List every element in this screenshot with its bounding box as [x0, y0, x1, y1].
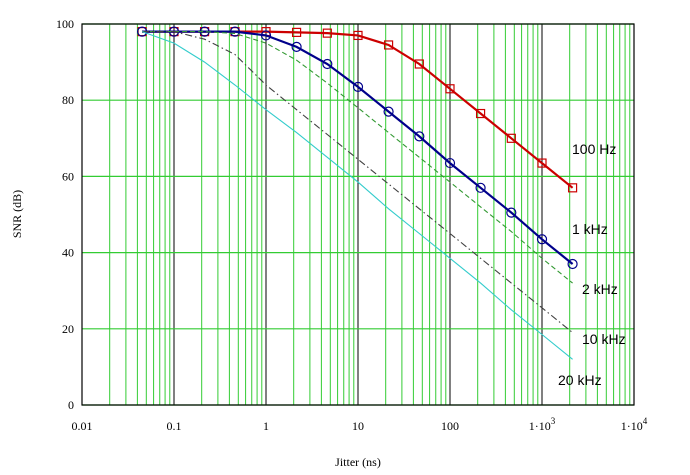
- data-point-1-khz: [444, 157, 456, 169]
- x-tick-label-text: 1: [263, 419, 269, 433]
- series-line-10-khz: [142, 31, 573, 334]
- y-tick-label: 40: [62, 246, 74, 260]
- series-line-20-khz: [141, 31, 573, 360]
- x-tick-label-text: 1·10: [529, 419, 551, 433]
- data-point-1-khz: [352, 81, 364, 92]
- x-tick-label: 1·103: [529, 416, 556, 433]
- data-point-100-hz: [383, 40, 394, 50]
- x-tick-label: 1·104: [621, 416, 648, 433]
- x-tick-label-text: 1·10: [621, 419, 643, 433]
- data-point-1-khz: [291, 41, 302, 52]
- data-point-1-khz: [567, 258, 578, 270]
- data-point-1-khz: [260, 30, 272, 41]
- y-tick-label: 100: [56, 17, 74, 31]
- data-point-1-khz: [322, 58, 333, 70]
- y-axis-label: SNR (dB): [10, 190, 24, 238]
- x-tick-label-text: 0.01: [72, 419, 93, 433]
- data-point-100-hz: [353, 30, 363, 41]
- x-tick-label-exponent: 4: [643, 416, 648, 426]
- x-tick-label: 0.1: [167, 419, 182, 433]
- data-point-100-hz: [414, 59, 424, 69]
- y-tick-label: 0: [68, 398, 74, 412]
- x-tick-label: 10: [352, 419, 364, 433]
- data-point-100-hz: [322, 28, 332, 38]
- series-layer: [136, 26, 578, 360]
- data-point-1-khz: [536, 234, 548, 245]
- y-tick-label: 20: [62, 322, 74, 336]
- x-tick-label-text: 0.1: [167, 419, 182, 433]
- series-label-10-khz: 10 kHz: [582, 331, 626, 347]
- series-line-2-khz: [142, 31, 573, 284]
- x-axis-label: Jitter (ns): [335, 455, 381, 469]
- x-tick-label: 100: [441, 419, 459, 433]
- data-point-100-hz: [475, 108, 486, 119]
- series-line-100-hz: [142, 30, 574, 189]
- data-point-100-hz: [445, 84, 455, 94]
- data-point-100-hz: [291, 27, 302, 37]
- data-point-100-hz: [567, 183, 578, 193]
- data-point-100-hz: [506, 133, 516, 143]
- y-tick-label: 60: [62, 169, 74, 183]
- x-tick-label: 1: [263, 419, 269, 433]
- data-point-1-khz: [506, 207, 517, 218]
- x-tick-label: 0.01: [72, 419, 93, 433]
- series-line-1-khz: [142, 30, 574, 265]
- data-point-1-khz: [383, 106, 394, 117]
- series-label-2-khz: 2 kHz: [582, 281, 618, 297]
- plot-frame: [81, 23, 635, 406]
- x-tick-label-text: 10: [352, 419, 364, 433]
- series-label-20-khz: 20 kHz: [558, 372, 602, 388]
- data-point-1-khz: [475, 182, 486, 193]
- series-label-100-hz: 100 Hz: [572, 141, 616, 157]
- series-label-1-khz: 1 kHz: [572, 221, 608, 237]
- data-point-100-hz: [537, 158, 547, 168]
- data-point-1-khz: [414, 131, 425, 142]
- grid: [81, 23, 635, 406]
- data-point-1-khz: [229, 26, 241, 37]
- series-labels: 100 Hz 1 kHz 2 kHz 10 kHz 20 kHz: [558, 141, 626, 388]
- y-tick-label: 80: [62, 93, 74, 107]
- x-tick-label-text: 100: [441, 419, 459, 433]
- x-tick-label-exponent: 3: [551, 416, 556, 426]
